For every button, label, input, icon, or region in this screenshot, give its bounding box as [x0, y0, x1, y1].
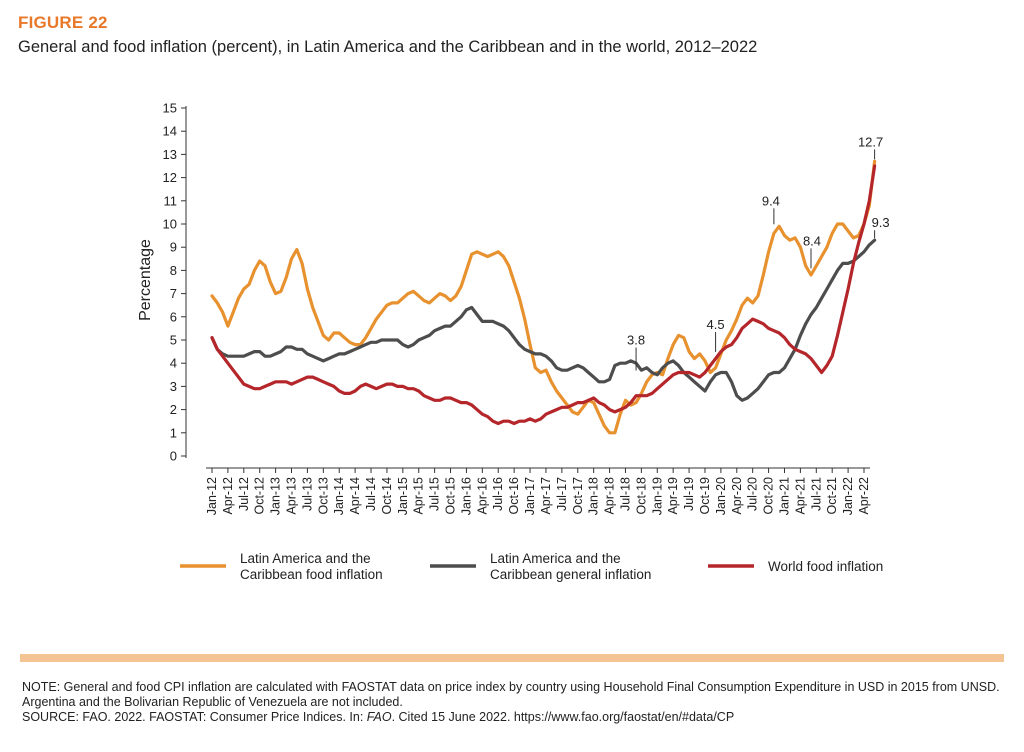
x-tick-label: Oct-14 — [380, 477, 394, 515]
source-italic: FAO — [366, 710, 392, 724]
x-tick-label: Oct-13 — [316, 477, 330, 515]
series-line-3 — [210, 164, 877, 426]
source-text: SOURCE: FAO. 2022. FAOSTAT: Consumer Pri… — [22, 710, 1002, 725]
x-tick-label: Jul-12 — [237, 477, 251, 511]
note-text: NOTE: General and food CPI inflation are… — [22, 680, 1000, 709]
x-tick-label: Jan-16 — [459, 477, 473, 515]
x-tick-label: Apr-15 — [412, 477, 426, 515]
y-tick-label: 6 — [170, 309, 177, 324]
x-tick-label: Apr-13 — [285, 477, 299, 515]
series-line-2 — [210, 238, 877, 402]
x-tick-label: Jan-20 — [714, 477, 728, 515]
x-tick-label: Oct-17 — [571, 477, 585, 515]
y-tick-label: 3 — [170, 379, 177, 394]
source-prefix: SOURCE: FAO. 2022. FAOSTAT: Consumer Pri… — [22, 710, 367, 724]
legend-label-1: Caribbean food inflation — [240, 567, 383, 582]
x-tick-label: Apr-18 — [603, 477, 617, 515]
x-tick-label: Apr-22 — [857, 477, 871, 515]
y-tick-label: 13 — [163, 147, 177, 162]
x-tick-label: Jul-15 — [428, 477, 442, 511]
x-tick-label: Oct-16 — [507, 477, 521, 515]
x-tick-label: Jul-21 — [809, 477, 823, 511]
x-tick-label: Jan-19 — [650, 477, 664, 515]
x-tick-label: Oct-18 — [634, 477, 648, 515]
x-tick-label: Jan-13 — [269, 477, 283, 515]
x-tick-label: Oct-15 — [444, 477, 458, 515]
x-tick-label: Jul-13 — [300, 477, 314, 511]
annotation-label: 9.3 — [872, 215, 890, 230]
y-tick-label: 11 — [164, 193, 178, 208]
x-tick-label: Oct-20 — [762, 477, 776, 515]
annotation-label: 8.4 — [803, 233, 821, 248]
figure-label: FIGURE 22 — [18, 13, 108, 32]
legend-label-3: World food inflation — [768, 559, 883, 574]
x-tick-label: Oct-19 — [698, 477, 712, 515]
x-tick-label: Jul-18 — [618, 477, 632, 511]
y-axis-title: Percentage — [137, 239, 154, 321]
y-tick-label: 4 — [170, 356, 177, 371]
x-tick-label: Jan-12 — [205, 477, 219, 515]
y-tick-label: 10 — [163, 217, 177, 232]
legend-label-1: Latin America and the — [240, 551, 371, 566]
y-tick-label: 15 — [163, 101, 177, 116]
x-tick-label: Jan-22 — [841, 477, 855, 515]
annotation-label: 9.4 — [762, 193, 780, 208]
y-tick-label: 7 — [170, 286, 177, 301]
y-tick-label: 8 — [170, 263, 177, 278]
x-tick-label: Jan-18 — [587, 477, 601, 515]
x-tick-label: Apr-20 — [730, 477, 744, 515]
x-tick-label: Jul-19 — [682, 477, 696, 511]
figure-title: General and food inflation (percent), in… — [18, 38, 758, 56]
section-divider — [20, 654, 1004, 662]
x-tick-label: Apr-14 — [348, 477, 362, 515]
x-tick-label: Apr-21 — [793, 477, 807, 515]
x-tick-label: Jul-20 — [746, 477, 760, 511]
legend-label-2: Latin America and the — [490, 551, 621, 566]
x-tick-label: Jan-15 — [396, 477, 410, 515]
x-tick-label: Jul-17 — [555, 477, 569, 511]
x-tick-label: Apr-17 — [539, 477, 553, 515]
annotation-label: 4.5 — [707, 317, 725, 332]
y-tick-label: 2 — [170, 402, 177, 417]
x-tick-label: Oct-21 — [825, 477, 839, 515]
y-tick-label: 0 — [170, 449, 177, 464]
x-tick-label: Jan-14 — [332, 477, 346, 515]
x-tick-label: Apr-12 — [221, 477, 235, 515]
y-tick-label: 14 — [163, 124, 177, 139]
x-tick-label: Apr-19 — [666, 477, 680, 515]
x-tick-label: Oct-12 — [253, 477, 267, 515]
x-tick-label: Jan-21 — [777, 477, 791, 515]
x-tick-label: Jul-14 — [364, 477, 378, 511]
x-tick-label: Apr-16 — [475, 477, 489, 515]
source-suffix: . Cited 15 June 2022. https://www.fao.or… — [391, 710, 735, 724]
chart-annotations: 9.4 8.4 9.3 3.8 4.5 12.7 — [627, 134, 890, 371]
y-tick-label: 5 — [170, 333, 177, 348]
annotation-label: 12.7 — [858, 134, 883, 149]
series-line-1 — [210, 159, 877, 435]
footnote: NOTE: General and food CPI inflation are… — [22, 680, 1002, 725]
chart-series-lines — [210, 159, 877, 435]
y-tick-label: 12 — [163, 170, 177, 185]
x-tick-label: Jan-17 — [523, 477, 537, 515]
x-tick-label: Jul-16 — [491, 477, 505, 511]
y-tick-label: 1 — [170, 425, 177, 440]
y-tick-label: 9 — [170, 240, 177, 255]
annotation-label: 3.8 — [627, 332, 645, 347]
legend-label-2: Caribbean general inflation — [490, 567, 651, 582]
